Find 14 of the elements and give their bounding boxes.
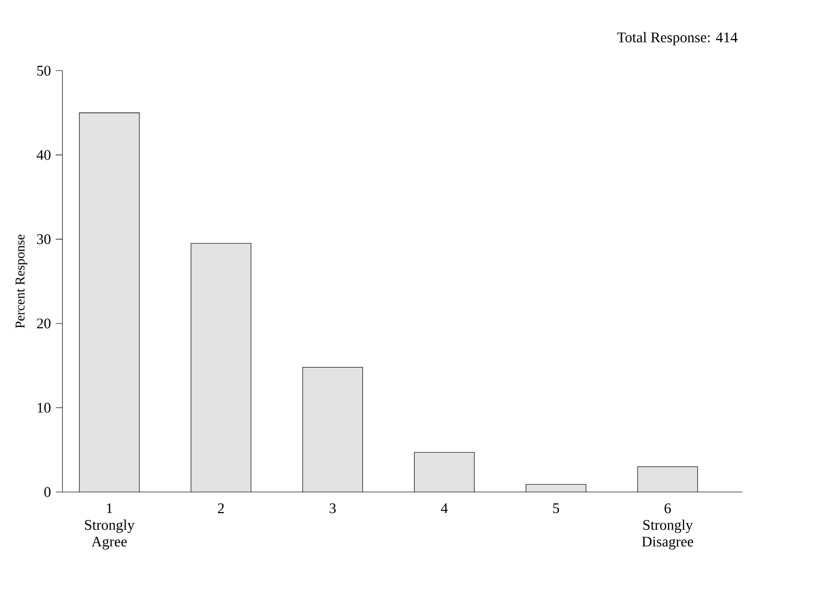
y-tick-label: 30 bbox=[37, 234, 51, 244]
x-tick-label: 5 bbox=[553, 504, 560, 514]
x-tick-label: 4 bbox=[440, 504, 448, 514]
y-axis-title: Percent Response bbox=[16, 234, 28, 328]
y-tick-label: 40 bbox=[36, 150, 51, 160]
x-tick-label: 3 bbox=[330, 504, 336, 514]
x-tick-label: 1 Strongly Agree bbox=[85, 504, 135, 550]
y-tick-label: 50 bbox=[37, 66, 51, 76]
chart-title: Total Response: 414 bbox=[617, 32, 738, 46]
x-tick-label: 2 bbox=[218, 504, 224, 514]
y-tick-label: 20 bbox=[37, 318, 51, 329]
y-tick-label: 0 bbox=[44, 487, 51, 498]
y-tick-label: 10 bbox=[38, 402, 51, 413]
x-tick-label: 6 Strongly Disagree bbox=[642, 504, 694, 550]
